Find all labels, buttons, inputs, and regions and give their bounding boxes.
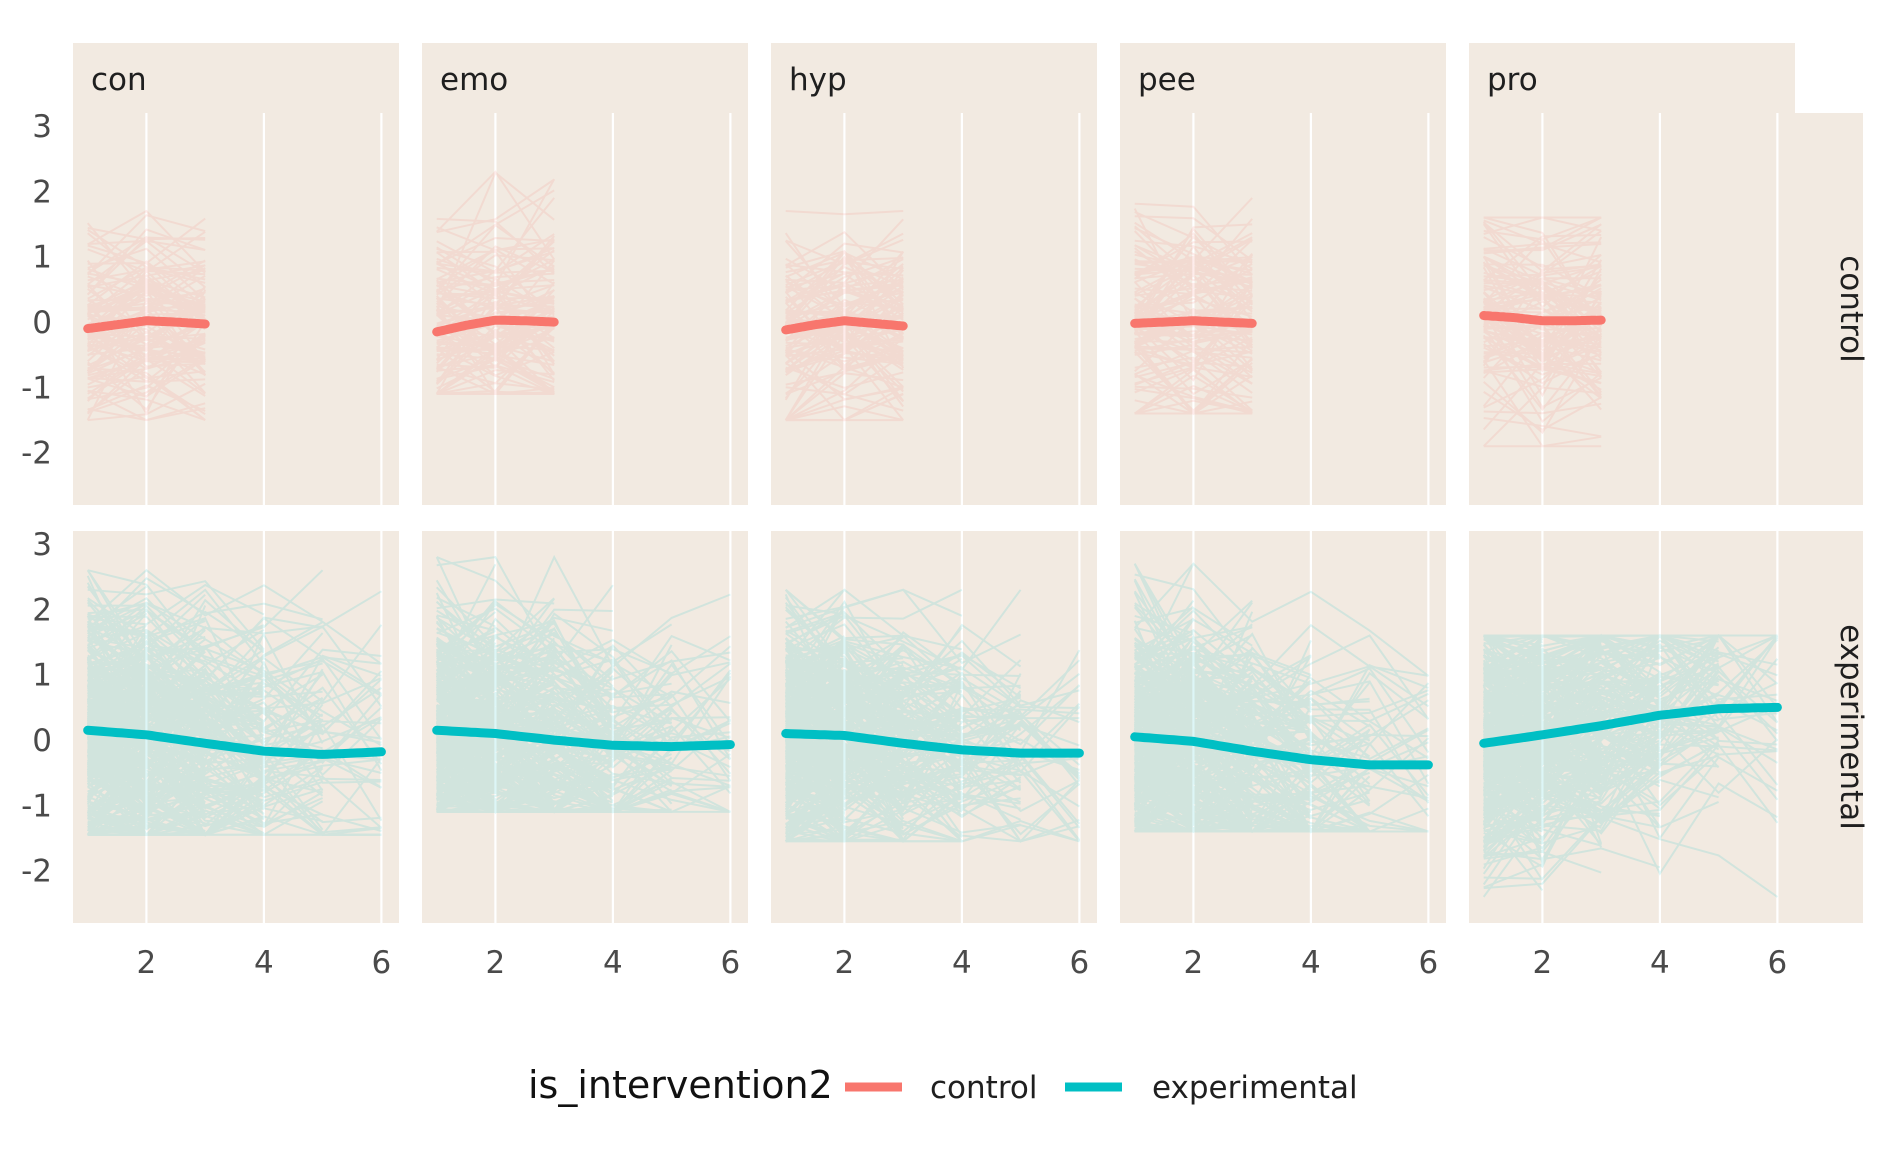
y-tick-label: 0: [32, 723, 52, 759]
panel-pee-control: [1120, 113, 1446, 505]
y-tick-label: -2: [21, 436, 52, 472]
y-tick-label: -1: [21, 370, 52, 406]
row-strip-label-control: control: [1833, 255, 1869, 362]
panel-con-experimental: [73, 531, 399, 923]
trend-line-pee-control: [1135, 321, 1253, 324]
row-strip-label-experimental: experimental: [1833, 624, 1869, 830]
panel-con-control: [73, 113, 399, 505]
x-tick-label: 4: [1301, 945, 1321, 981]
y-tick-label: 2: [32, 174, 52, 210]
legend-label-control: control: [930, 1070, 1037, 1106]
y-tick-label: 3: [32, 527, 52, 563]
individual-line: [786, 748, 845, 749]
strip-label-hyp: hyp: [789, 62, 847, 98]
x-tick-label: 2: [137, 945, 157, 981]
x-tick-label: 6: [1419, 945, 1439, 981]
panel-emo-control: [422, 113, 748, 505]
x-tick-label: 2: [486, 945, 506, 981]
x-tick-label: 2: [835, 945, 855, 981]
x-tick-label: 4: [254, 945, 274, 981]
panel-pro-control: [1469, 113, 1795, 505]
x-tick-label: 6: [372, 945, 392, 981]
x-tick-label: 2: [1184, 945, 1204, 981]
y-tick-label: -1: [21, 788, 52, 824]
y-tick-label: 1: [32, 658, 52, 694]
y-tick-label: 0: [32, 305, 52, 341]
legend-title: is_intervention2: [528, 1063, 833, 1107]
panel-hyp-control: [771, 113, 1097, 505]
x-tick-label: 4: [603, 945, 623, 981]
legend: is_intervention2 control experimental: [528, 1063, 1358, 1107]
x-tick-label: 4: [1650, 945, 1670, 981]
strip-label-pro: pro: [1487, 62, 1538, 98]
panel-pro-experimental: [1469, 531, 1795, 923]
y-tick-label: -2: [21, 854, 52, 890]
x-tick-label: 6: [1070, 945, 1090, 981]
panel-pee-experimental: [1120, 531, 1446, 923]
x-tick-label: 6: [721, 945, 741, 981]
panel-emo-experimental: [422, 531, 748, 923]
y-tick-label: 3: [32, 109, 52, 145]
panels-layer: con emo hyp pee pro control experimental 3 2 1 0 -1…: [21, 43, 1869, 981]
y-tick-label: 2: [32, 592, 52, 628]
x-tick-label: 4: [952, 945, 972, 981]
x-tick-label: 2: [1533, 945, 1553, 981]
strip-label-emo: emo: [440, 62, 508, 98]
strip-label-con: con: [91, 62, 147, 98]
panel-hyp-experimental: [771, 531, 1097, 923]
y-tick-label: 1: [32, 240, 52, 276]
trend-line-pro-control: [1484, 316, 1602, 321]
legend-label-experimental: experimental: [1152, 1070, 1358, 1106]
x-tick-label: 6: [1768, 945, 1788, 981]
strip-label-pee: pee: [1138, 62, 1196, 98]
